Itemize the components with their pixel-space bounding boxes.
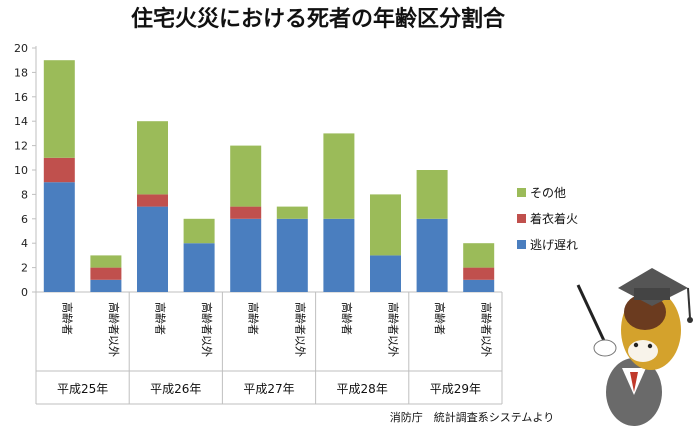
y-tick-label: 12 [14, 140, 28, 153]
legend-label: 着衣着火 [530, 211, 578, 226]
chart-title: 住宅火災における死者の年齢区分割合 [131, 6, 506, 32]
bar-segment [90, 267, 122, 280]
x-category-label: 高齢者以外 [107, 302, 121, 357]
x-category-label: 高齢者 [60, 302, 74, 335]
bar-segment [90, 279, 122, 292]
y-tick-label: 4 [21, 237, 28, 250]
bar-segment [276, 218, 308, 292]
mascot-illustration [576, 268, 693, 426]
legend-label: 逃げ遅れ [530, 238, 578, 252]
source-note: 消防庁 統計調査系システムより [390, 410, 554, 424]
bar-segment [183, 218, 215, 244]
x-group-label: 平成29年 [430, 382, 481, 396]
x-labels: 高齢者 高齢者以外 高齢者 高齢者以外 高齢者 高齢者以外 高齢者 高齢者以外 高齢者 高齢者以外… [57, 302, 494, 396]
y-tick-label: 8 [21, 188, 28, 201]
axes: 0 2 4 6 8 10 12 14 16 18 20 [14, 42, 503, 405]
x-group-label: 平成26年 [150, 382, 201, 396]
y-tick-label: 14 [14, 115, 28, 128]
bar-segment [323, 133, 355, 219]
x-category-label: 高齢者以外 [293, 302, 307, 357]
y-tick-label: 6 [21, 213, 28, 226]
y-tick-label: 2 [21, 262, 28, 275]
legend-swatch [517, 214, 526, 223]
bar-segment [137, 121, 168, 195]
x-group-label: 平成27年 [243, 382, 294, 396]
x-category-label: 高齢者 [433, 302, 447, 335]
x-group-label: 平成28年 [337, 382, 388, 396]
bar-segment [90, 255, 122, 268]
x-category-label: 高齢者以外 [480, 302, 494, 357]
bar-segment [230, 145, 262, 207]
x-category-label: 高齢者 [154, 302, 168, 335]
y-tick-label: 20 [14, 42, 28, 55]
x-category-label: 高齢者以外 [200, 302, 214, 357]
legend-swatch [517, 240, 526, 249]
bar-segment [323, 218, 355, 292]
bar-segment [137, 194, 168, 207]
x-group-label: 平成25年 [57, 382, 108, 396]
x-category-label: 高齢者以外 [387, 302, 401, 357]
x-category-label: 高齢者 [247, 302, 261, 335]
bar-segment [463, 267, 495, 280]
bar-segment [370, 194, 401, 256]
bar-segment [43, 182, 75, 292]
bar-segment [230, 206, 262, 219]
x-category-label: 高齢者 [340, 302, 354, 335]
bar-segment [416, 218, 448, 292]
legend-swatch [517, 188, 526, 197]
bar-segment [183, 243, 215, 292]
bar-segment [370, 255, 401, 292]
bar-segment [43, 60, 75, 158]
y-tick-label: 0 [21, 286, 28, 299]
bar-segment [137, 206, 168, 292]
y-tick-label: 16 [14, 91, 28, 104]
bar-segment [416, 170, 448, 219]
bar-segment [276, 206, 308, 219]
legend-label: その他 [530, 186, 566, 200]
bar-segment [463, 243, 495, 268]
bars [43, 60, 495, 292]
bar-segment [43, 157, 75, 183]
bar-segment [230, 218, 262, 292]
y-tick-label: 10 [14, 164, 28, 177]
y-tick-label: 18 [14, 66, 28, 79]
bar-segment [463, 279, 495, 292]
